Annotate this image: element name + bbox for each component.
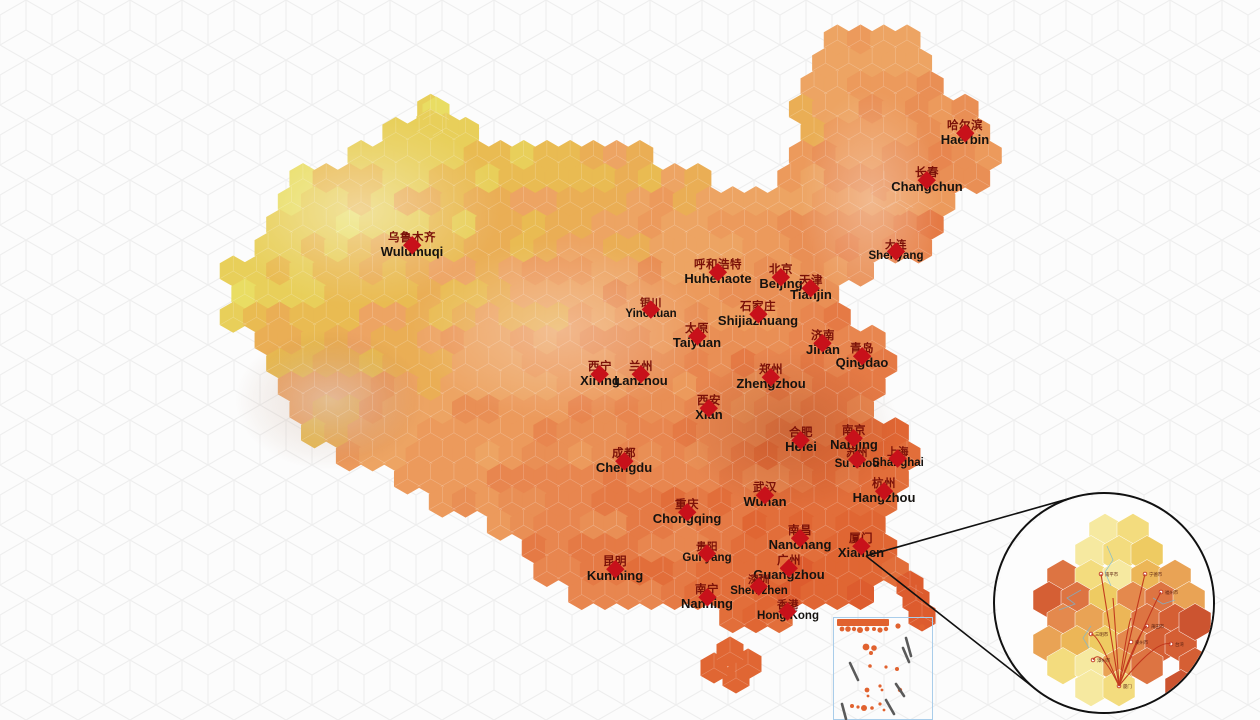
flow-line bbox=[1118, 625, 1148, 687]
flow-line bbox=[1092, 656, 1120, 687]
flow-line bbox=[1090, 633, 1120, 687]
flow-line bbox=[1118, 573, 1146, 687]
hex-tile bbox=[722, 662, 750, 694]
hex-tile bbox=[963, 163, 991, 195]
south-china-sea-inset bbox=[833, 617, 933, 720]
fujian-city-label: 莆田市 bbox=[1151, 623, 1165, 630]
fujian-city-label: 厦门 bbox=[1123, 683, 1132, 690]
fujian-city-label: 泉州市 bbox=[1135, 639, 1149, 646]
fujian-city-label: 台湾 bbox=[1175, 641, 1184, 648]
photo-highlight-overlay bbox=[220, 90, 940, 460]
fujian-city-label: 福州市 bbox=[1165, 589, 1179, 596]
fujian-city-label: 三明市 bbox=[1095, 631, 1109, 638]
fujian-city-label: 漳州市 bbox=[1097, 657, 1111, 664]
hex-tile bbox=[896, 570, 924, 602]
hex-tile bbox=[908, 600, 936, 632]
hex-tile bbox=[700, 652, 728, 684]
fujian-magnifier-callout[interactable]: 南平市 宁德市福州市三明市 莆田市泉州市漳州市 台湾厦门 bbox=[993, 492, 1215, 714]
fujian-city-label: 宁德市 bbox=[1149, 571, 1163, 578]
flow-line bbox=[1112, 597, 1120, 687]
fujian-hex-tile bbox=[1178, 603, 1212, 641]
flow-line bbox=[1100, 573, 1120, 687]
flow-line bbox=[1118, 591, 1162, 687]
flow-line bbox=[1118, 642, 1172, 687]
callout-lines bbox=[865, 496, 1075, 691]
flow-line bbox=[1118, 617, 1132, 687]
hex-tile bbox=[846, 578, 874, 611]
fujian-city-label: 南平市 bbox=[1105, 571, 1119, 578]
tile-grain-overlay bbox=[219, 24, 1002, 686]
